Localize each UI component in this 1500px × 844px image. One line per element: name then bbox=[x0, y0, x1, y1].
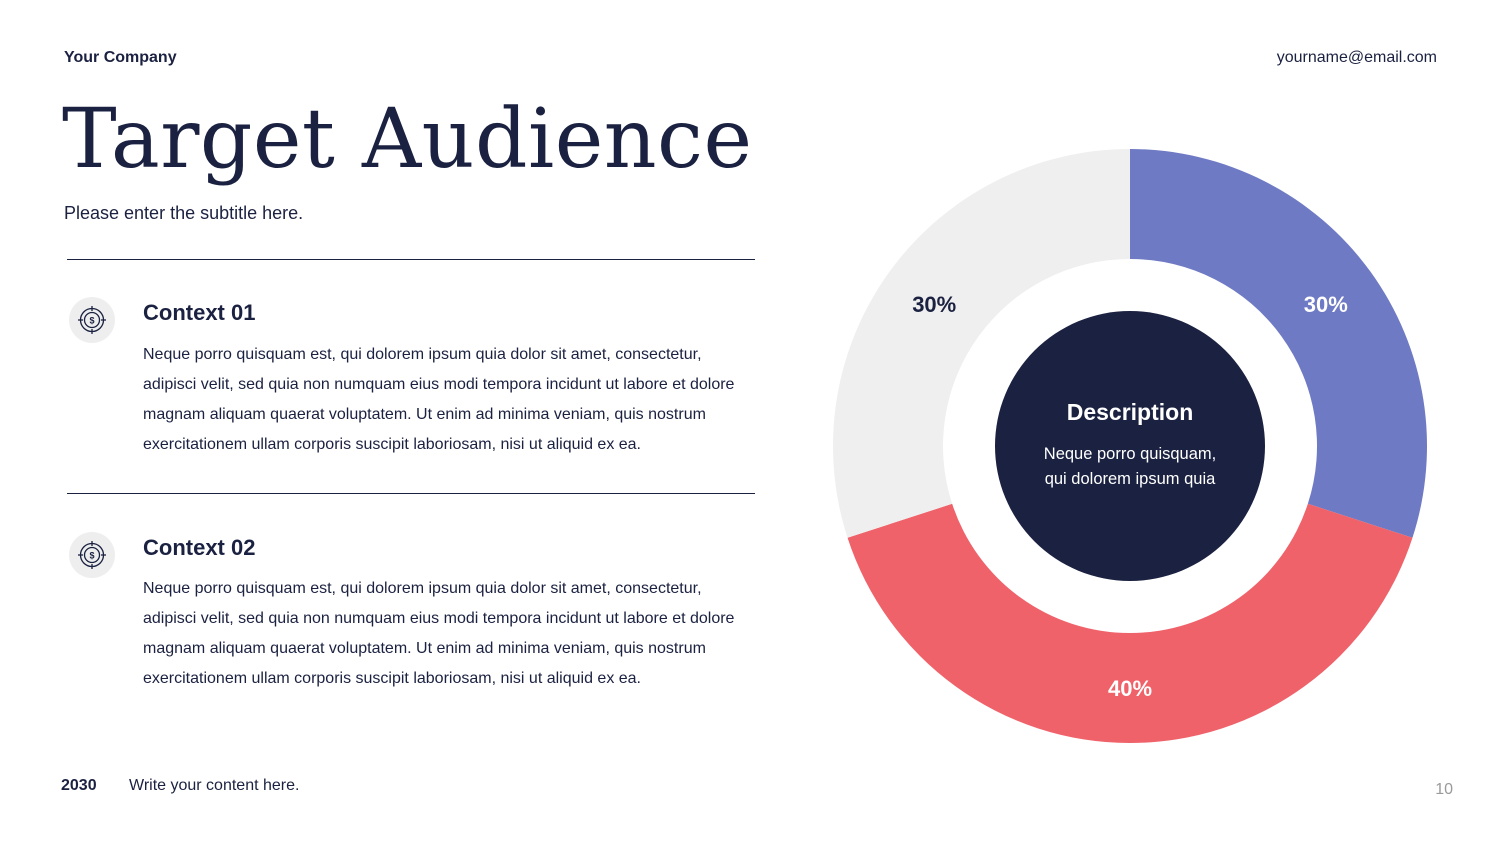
context-01-body: Neque porro quisquam est, qui dolorem ip… bbox=[143, 346, 735, 453]
center-line: Neque porro quisquam, bbox=[1044, 445, 1216, 463]
target-dollar-icon: $ bbox=[69, 297, 115, 343]
context-01-title: Context 01 bbox=[143, 300, 256, 325]
page-subtitle: Please enter the subtitle here. bbox=[64, 203, 304, 223]
center-line: qui dolorem ipsum quia bbox=[1045, 470, 1216, 488]
footer-text: Write your content here. bbox=[129, 777, 300, 794]
donut-slice-3 bbox=[833, 149, 1130, 538]
svg-text:$: $ bbox=[89, 551, 94, 561]
page-title: Target Audience bbox=[62, 92, 753, 187]
page-number: 10 bbox=[1435, 781, 1453, 798]
svg-text:$: $ bbox=[89, 316, 94, 326]
target-dollar-icon: $ bbox=[69, 532, 115, 578]
context-02-title: Context 02 bbox=[143, 535, 256, 560]
donut-slice-label-3: 30% bbox=[912, 292, 956, 317]
donut-chart: 30% 40% 30% Description Neque porro quisqu… bbox=[833, 149, 1427, 743]
divider bbox=[67, 259, 755, 260]
company-name: Your Company bbox=[64, 49, 177, 66]
contact-email[interactable]: yourname@email.com bbox=[1276, 49, 1437, 66]
donut-slice-label-2: 40% bbox=[1108, 676, 1152, 701]
donut-slice-2 bbox=[847, 503, 1413, 743]
donut-slice-1 bbox=[1130, 149, 1427, 538]
footer-year: 2030 bbox=[61, 777, 97, 794]
center-disc bbox=[995, 311, 1265, 581]
center-title: Description bbox=[1067, 399, 1194, 425]
donut-slice-label-1: 30% bbox=[1304, 292, 1348, 317]
context-02-body: Neque porro quisquam est, qui dolorem ip… bbox=[143, 580, 735, 687]
divider bbox=[67, 493, 755, 494]
